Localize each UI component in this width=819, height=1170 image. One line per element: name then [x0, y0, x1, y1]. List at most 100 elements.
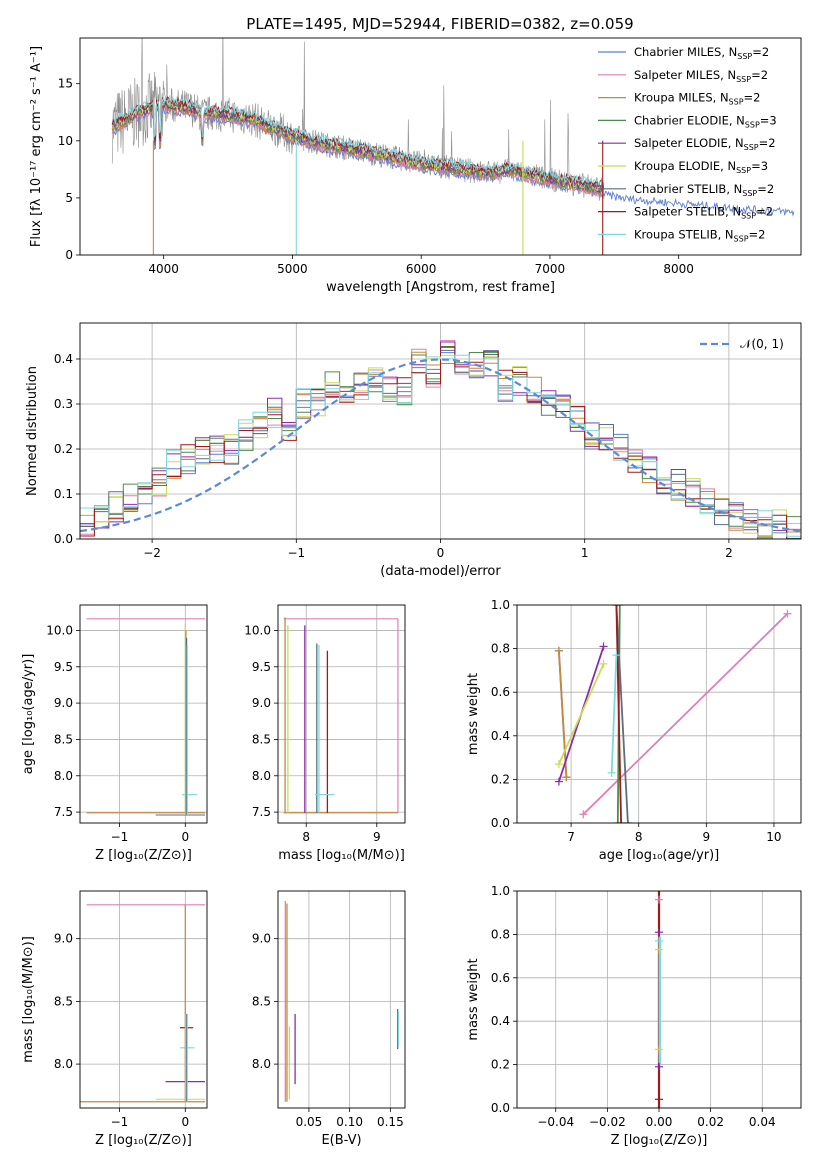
histogram-ytick-label: 0.1 — [54, 487, 73, 501]
age-vs-Z-ytick-label: 9.0 — [54, 696, 73, 710]
spectrum-plot-area — [111, 38, 795, 255]
mw-vs-age-xtick-label: 10 — [766, 830, 781, 844]
legend-label: Chabrier MILES, NSSP=2 — [634, 45, 769, 61]
histogram-xlabel: (data-model)/error — [380, 564, 501, 579]
age-vs-mass-frame — [277, 604, 406, 824]
histogram-legend-label: 𝒩(0, 1) — [740, 337, 784, 351]
mw-vs-Z-ytick-label: 0.0 — [491, 1101, 510, 1115]
spectrum-xtick-label: 4000 — [148, 262, 179, 276]
histogram-xtick-label: 0 — [437, 546, 445, 560]
mw-vs-Z-frame — [516, 890, 802, 1109]
legend-label-sub: SSP — [729, 98, 744, 107]
mass-vs-EBV-xlabel: E(B-V) — [321, 1133, 361, 1148]
mass-vs-EBV-frame — [277, 890, 406, 1109]
age-vs-mass-plot-area — [278, 605, 405, 823]
mass-vs-Z-xlabel: Z [log₁₀(Z/Z⊙)] — [95, 1133, 192, 1148]
legend-label-sub: SSP — [745, 120, 760, 129]
mass-vs-EBV-ytick-label: 8.5 — [252, 994, 271, 1008]
spectrum-ytick-label: 0 — [65, 248, 73, 262]
legend-label-tail: =3 — [751, 159, 768, 173]
spectrum-xtick-label: 6000 — [406, 262, 437, 276]
legend-label: Kroupa ELODIE, NSSP=3 — [634, 159, 768, 175]
legend-label-tail: =3 — [760, 113, 777, 127]
mw-vs-Z-ytick-label: 0.2 — [491, 1058, 510, 1072]
mass-vs-Z-ylabel: mass [log₁₀(M/M⊙)] — [21, 936, 36, 1063]
mw-vs-age-ytick-label: 0.8 — [491, 642, 510, 656]
legend-label-sub: SSP — [744, 143, 759, 152]
mw-vs-age-ytick-label: 0.2 — [491, 772, 510, 786]
age-vs-Z-ytick-label: 9.5 — [54, 660, 73, 674]
age-vs-Z-frame — [79, 604, 208, 824]
mw-vs-age-line-kroupa_elodie — [558, 663, 605, 765]
mass-vs-EBV-ytick-label: 9.0 — [252, 932, 271, 946]
spectrum-ytick-label: 15 — [58, 77, 73, 91]
legend-label: Kroupa MILES, NSSP=2 — [634, 91, 760, 107]
mw-vs-age-ylabel: mass weight — [466, 673, 481, 755]
histogram-ytick-label: 0.4 — [54, 352, 73, 366]
mw-vs-age-xtick-label: 7 — [567, 830, 575, 844]
mass-vs-Z-ytick-label: 9.0 — [54, 932, 73, 946]
age-vs-mass-xtick-label: 8 — [302, 830, 310, 844]
age-vs-mass-ytick-label: 7.5 — [252, 805, 271, 819]
age-vs-mass-ytick-label: 10.0 — [244, 623, 271, 637]
legend-label-sub: SSP — [742, 189, 757, 198]
legend-label-tail: =2 — [749, 227, 766, 241]
histogram-xtick-label: 1 — [581, 546, 589, 560]
histogram-step-kroupa_stelib — [80, 354, 801, 537]
mw-vs-Z-xtick-label: 0.04 — [749, 1115, 776, 1129]
mw-vs-Z-ytick-label: 0.8 — [491, 927, 510, 941]
age-vs-mass-xtick-label: 9 — [373, 830, 381, 844]
histogram-xtick-label: −2 — [143, 546, 161, 560]
mass-vs-EBV-xtick-label: 0.10 — [336, 1115, 363, 1129]
histogram-step-salpeter_stelib — [80, 346, 801, 539]
histogram-plot-area — [80, 323, 801, 539]
mass-vs-Z-xtick-label: 0 — [181, 1115, 189, 1129]
spectrum-ytick-label: 5 — [65, 191, 73, 205]
mass-vs-Z-xtick-label: −1 — [111, 1115, 129, 1129]
spectrum-xtick-label: 8000 — [663, 262, 694, 276]
age-vs-mass-ytick-label: 9.5 — [252, 660, 271, 674]
mw-vs-age-ytick-label: 1.0 — [491, 598, 510, 612]
spectrum-ytick-label: 10 — [58, 134, 73, 148]
mass-vs-EBV-xtick-label: 0.15 — [377, 1115, 404, 1129]
mw-vs-age-frame — [516, 604, 802, 824]
age-vs-Z-ylabel: age [log₁₀(age/yr)] — [21, 654, 36, 775]
mw-vs-Z-ylabel: mass weight — [466, 958, 481, 1040]
mw-vs-Z-plot-area — [517, 891, 801, 1108]
histogram-frame — [79, 322, 802, 540]
age-vs-mass-xlabel: mass [log₁₀(M/M⊙)] — [278, 848, 405, 863]
mass-vs-EBV-plot-area — [278, 891, 405, 1108]
mw-vs-age-plot-area — [517, 605, 801, 823]
age-vs-mass-ytick-label: 8.5 — [252, 732, 271, 746]
mw-vs-Z-xtick-label: −0.02 — [589, 1115, 626, 1129]
mw-vs-age-line-kroupa_stelib — [610, 655, 618, 773]
spectrum-xlabel: wavelength [Angstrom, rest frame] — [326, 280, 555, 295]
mw-vs-Z-ytick-label: 0.4 — [491, 1014, 510, 1028]
spectrum-ylabel: Flux [fλ 10⁻¹⁷ erg cm⁻² s⁻¹ A⁻¹] — [29, 46, 44, 247]
spectrum-model-line-salpeter_elodie — [111, 100, 604, 194]
legend-label: Chabrier STELIB, NSSP=2 — [634, 182, 774, 198]
mw-vs-age-line-salpeter_stelib — [615, 605, 622, 823]
mass-vs-Z-ytick-label: 8.0 — [54, 1057, 73, 1071]
legend-label-tail: =2 — [752, 45, 769, 59]
mw-vs-Z-xtick-label: 0.02 — [697, 1115, 724, 1129]
mass-vs-EBV-xtick-label: 0.05 — [296, 1115, 323, 1129]
legend-label: Salpeter MILES, NSSP=2 — [634, 68, 768, 84]
mw-vs-age-ytick-label: 0.4 — [491, 729, 510, 743]
legend-label: Salpeter STELIB, NSSP=2 — [634, 205, 773, 221]
legend-label-sub: SSP — [736, 166, 751, 175]
legend-label-sub: SSP — [741, 212, 756, 221]
legend-label-sub: SSP — [734, 234, 749, 243]
mw-vs-age-xtick-label: 8 — [635, 830, 643, 844]
mw-vs-Z-xtick-label: 0.00 — [646, 1115, 673, 1129]
age-vs-Z-ytick-label: 8.0 — [54, 769, 73, 783]
mw-vs-age-ytick-label: 0.0 — [491, 816, 510, 830]
mw-vs-Z-xlabel: Z [log₁₀(Z/Z⊙)] — [611, 1133, 708, 1148]
spectrum-xtick-label: 7000 — [535, 262, 566, 276]
legend-label-tail: =2 — [756, 205, 773, 219]
legend-label-sub: SSP — [736, 75, 751, 84]
spectrum-xtick-label: 5000 — [277, 262, 308, 276]
figure-title: PLATE=1495, MJD=52944, FIBERID=0382, z=0… — [246, 15, 633, 33]
legend-label-tail: =2 — [751, 68, 768, 82]
age-vs-Z-xtick-label: 0 — [181, 830, 189, 844]
